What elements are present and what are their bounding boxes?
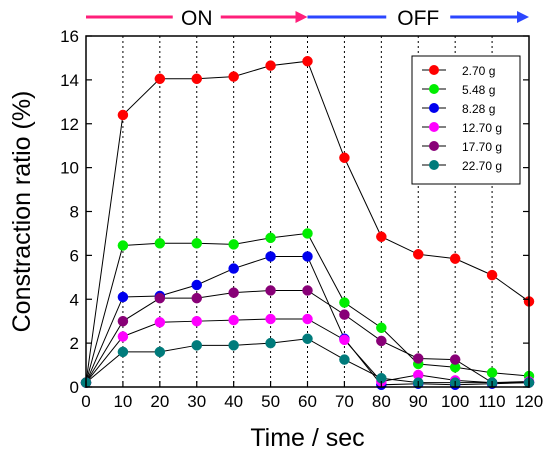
- data-point: [117, 240, 129, 251]
- legend-label: 12.70 g: [462, 121, 502, 135]
- data-point: [265, 60, 276, 71]
- legend-marker: [429, 141, 439, 151]
- x-tick-label: 90: [409, 392, 428, 411]
- phase-label: OFF: [397, 7, 439, 30]
- x-tick-label: 110: [479, 392, 506, 411]
- data-point: [376, 335, 387, 347]
- data-point: [486, 367, 498, 378]
- data-point: [302, 333, 313, 344]
- data-point: [339, 297, 350, 308]
- data-point: [376, 231, 387, 242]
- data-point: [449, 354, 461, 365]
- data-point: [302, 55, 313, 67]
- y-tick-label: 16: [60, 27, 79, 46]
- legend-label: 8.28 g: [462, 102, 495, 116]
- data-point: [413, 249, 424, 260]
- data-point: [339, 309, 350, 320]
- data-point: [191, 315, 202, 327]
- phase-arrows: ON OFF: [86, 7, 529, 30]
- phase-label: ON: [181, 7, 213, 30]
- x-tick-label: 80: [372, 392, 391, 411]
- legend-label: 17.70 g: [462, 140, 502, 154]
- data-point: [228, 263, 239, 274]
- data-point: [154, 317, 166, 328]
- y-tick-label: 2: [70, 334, 79, 353]
- data-point: [413, 353, 424, 364]
- data-point: [265, 251, 276, 262]
- data-point: [376, 322, 387, 334]
- y-axis-label: Constraction ratio (%): [8, 91, 36, 333]
- x-tick-label: 30: [187, 392, 206, 411]
- legend-marker: [429, 84, 439, 94]
- data-point: [154, 238, 166, 249]
- data-point: [228, 287, 239, 298]
- phase-arrow-head: [517, 11, 529, 23]
- legend-marker: [429, 103, 439, 113]
- data-point: [228, 340, 239, 351]
- data-point: [117, 331, 129, 342]
- data-point: [486, 269, 498, 281]
- data-point: [191, 238, 202, 249]
- legend-label: 5.48 g: [462, 83, 495, 97]
- series-line: [85, 318, 530, 384]
- data-point: [302, 285, 313, 296]
- y-tick-label: 10: [60, 159, 79, 178]
- data-point: [117, 291, 129, 303]
- y-tick-label: 8: [70, 203, 79, 222]
- x-tick-label: 120: [515, 392, 543, 411]
- data-point: [228, 239, 239, 250]
- data-point: [191, 292, 202, 304]
- data-point: [339, 354, 350, 365]
- legend-marker: [429, 122, 439, 132]
- data-point: [191, 279, 202, 291]
- x-tick-label: 0: [81, 392, 90, 411]
- data-point: [191, 340, 202, 351]
- data-point: [449, 253, 461, 264]
- data-point: [302, 228, 313, 239]
- y-tick-label: 0: [70, 378, 79, 397]
- data-point: [154, 73, 166, 85]
- data-point: [191, 73, 202, 85]
- legend-label: 22.70 g: [462, 159, 502, 173]
- y-tick-label: 4: [70, 290, 79, 309]
- data-point: [265, 232, 276, 244]
- legend-label: 2.70 g: [462, 64, 495, 78]
- data-point: [154, 292, 166, 304]
- data-point: [265, 285, 276, 296]
- data-point: [339, 152, 350, 164]
- data-point: [117, 109, 129, 121]
- data-point: [228, 314, 239, 326]
- x-tick-label: 40: [224, 392, 243, 411]
- y-tick-label: 14: [60, 71, 79, 90]
- phase-arrow-head: [295, 11, 308, 23]
- x-tick-label: 50: [261, 392, 280, 411]
- y-tick-label: 6: [70, 246, 79, 265]
- legend-marker: [429, 160, 439, 170]
- data-point: [117, 346, 129, 358]
- data-point: [302, 251, 313, 262]
- data-point: [154, 346, 166, 358]
- data-point: [302, 313, 313, 325]
- data-point: [265, 313, 276, 325]
- y-tick-label: 12: [60, 115, 79, 134]
- data-point: [265, 337, 276, 349]
- x-tick-label: 70: [335, 392, 354, 411]
- data-point: [339, 334, 350, 346]
- data-point: [228, 71, 239, 82]
- legend: 2.70 g 5.48 g 8.28 g 12.70 g 17.70 g 22.70 g: [411, 55, 521, 185]
- x-tick-label: 20: [150, 392, 169, 411]
- legend-marker: [429, 65, 439, 75]
- x-axis-label: Time / sec: [250, 424, 364, 452]
- x-tick-label: 100: [441, 392, 469, 411]
- axis-ticks: 0 10 20 30 40 50 60 70 80 90 100 110 120 0 2 4 6 8 10 12 14 1…: [60, 27, 543, 411]
- vertical-dotted-lines: [122, 36, 493, 387]
- x-tick-label: 60: [298, 392, 317, 411]
- x-tick-label: 10: [113, 392, 132, 411]
- data-point: [117, 315, 129, 327]
